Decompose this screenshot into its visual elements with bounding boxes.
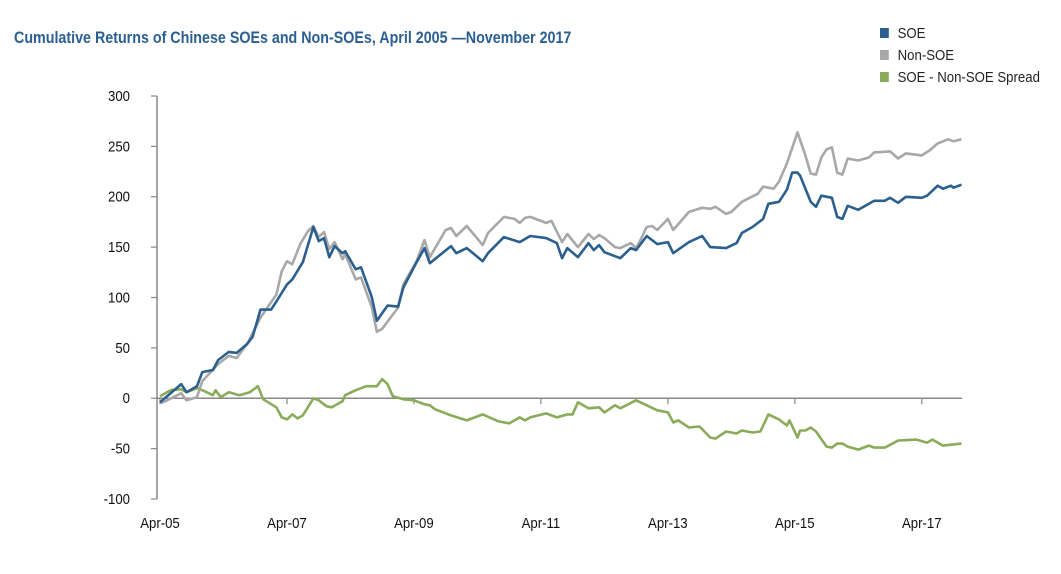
y-tick-label: 250 <box>108 138 130 155</box>
x-tick-label: Apr-07 <box>267 514 307 531</box>
y-tick-label: 300 <box>108 87 130 104</box>
y-tick-label: 50 <box>115 339 130 356</box>
series-line-non-soe <box>159 131 962 405</box>
y-tick-label: 150 <box>108 238 130 255</box>
y-tick-label: -50 <box>111 440 130 457</box>
legend-label-soe: SOE <box>897 24 926 42</box>
series-line-soe <box>159 171 962 404</box>
y-tick-label: 200 <box>108 188 130 205</box>
y-tick-label: 100 <box>108 289 130 306</box>
y-tick-label: 0 <box>123 389 130 406</box>
x-tick-label: Apr-13 <box>648 514 688 531</box>
legend-swatch-spread <box>880 72 889 82</box>
legend: SOE Non-SOE SOE - Non-SOE Spread <box>880 22 1061 88</box>
chart-title: Cumulative Returns of Chinese SOEs and N… <box>14 28 572 47</box>
series-line-soe-non-soe-spread <box>159 377 962 451</box>
legend-swatch-non-soe <box>880 50 889 60</box>
y-tick-label: -100 <box>104 490 131 507</box>
legend-label-spread: SOE - Non-SOE Spread <box>897 68 1040 86</box>
x-tick-label: Apr-09 <box>394 514 434 531</box>
legend-label-non-soe: Non-SOE <box>897 46 955 64</box>
x-tick-label: Apr-17 <box>902 514 942 531</box>
x-tick-label: Apr-05 <box>140 514 180 531</box>
x-tick-label: Apr-15 <box>775 514 815 531</box>
x-tick-label: Apr-11 <box>522 514 561 531</box>
legend-item-spread: SOE - Non-SOE Spread <box>880 66 1040 88</box>
legend-item-non-soe: Non-SOE <box>880 44 1040 66</box>
legend-swatch-soe <box>880 28 889 38</box>
legend-item-soe: SOE <box>880 22 1040 44</box>
